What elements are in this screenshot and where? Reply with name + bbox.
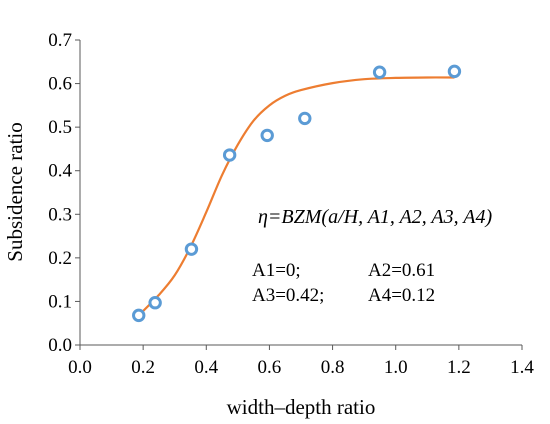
x-axis-title: width–depth ratio — [227, 395, 376, 419]
data-point — [132, 308, 146, 323]
y-tick-label: 0.0 — [48, 335, 72, 356]
data-point — [447, 64, 462, 79]
x-tick-label: 0.2 — [131, 357, 155, 378]
data-point — [260, 128, 274, 143]
y-tick-label: 0.6 — [48, 74, 72, 95]
y-axis-title: Subsidence ratio — [3, 122, 27, 261]
x-axis-ticks: 0.0 0.2 0.4 0.6 0.8 1.0 1.2 1.4 — [68, 345, 534, 378]
x-tick-label: 0.4 — [194, 357, 218, 378]
y-tick-label: 0.5 — [48, 117, 72, 138]
x-tick-label: 1.2 — [447, 357, 471, 378]
y-axis-ticks: 0.0 0.1 0.2 0.3 0.4 0.5 0.6 0.7 — [48, 30, 80, 356]
data-point — [184, 242, 199, 256]
param-a3: A3=0.42; — [252, 285, 324, 306]
y-tick-label: 0.1 — [48, 291, 72, 312]
series-layer — [132, 64, 462, 323]
y-tick-label: 0.7 — [48, 30, 72, 51]
data-point — [222, 148, 237, 162]
x-tick-label: 1.0 — [384, 357, 408, 378]
param-a1: A1=0; — [252, 260, 301, 281]
x-tick-label: 0.0 — [68, 357, 92, 378]
x-tick-label: 1.4 — [510, 357, 534, 378]
plot-area: 0.0 0.1 0.2 0.3 0.4 0.5 0.6 0.7 0.0 0.2 0.4 0.6 0.8… — [48, 30, 534, 378]
x-tick-label: 0.8 — [321, 357, 345, 378]
y-tick-label: 0.4 — [48, 161, 72, 182]
data-point — [372, 65, 387, 79]
formula-annotation: η=BZM(a/H, A1, A2, A3, A4) — [258, 206, 493, 228]
y-tick-label: 0.2 — [48, 248, 72, 269]
data-point — [298, 111, 312, 126]
param-a4: A4=0.12 — [368, 285, 435, 306]
y-tick-label: 0.3 — [48, 204, 72, 225]
param-a2: A2=0.61 — [368, 260, 435, 281]
x-tick-label: 0.6 — [258, 357, 282, 378]
data-point — [148, 296, 162, 310]
